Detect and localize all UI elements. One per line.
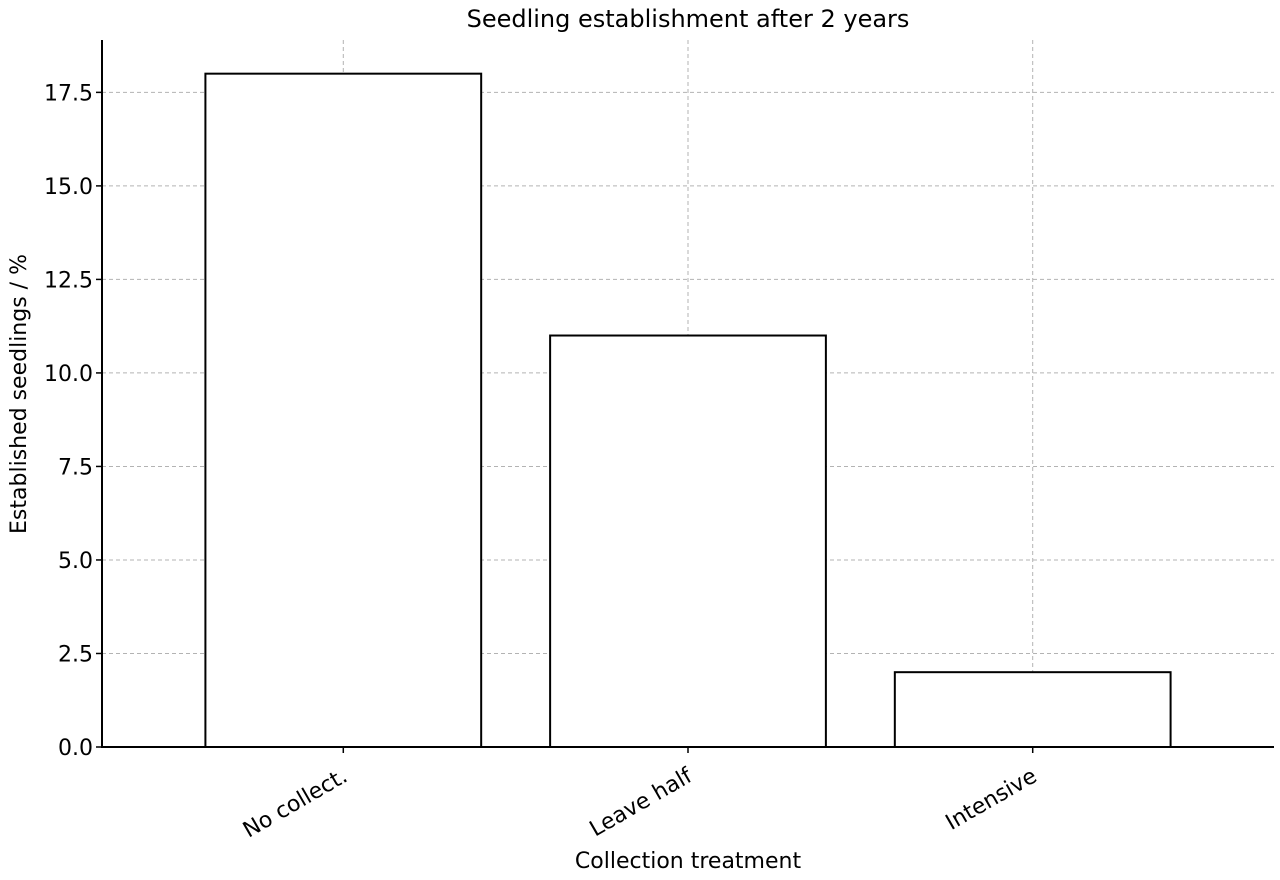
x-tick-label: Leave half [586,763,698,842]
y-tick-label: 17.5 [44,81,93,106]
y-tick-label: 2.5 [58,642,93,667]
bar-intensive [893,671,1172,748]
y-tick-label: 7.5 [58,455,93,480]
y-axis-label: Established seedlings / % [7,254,32,534]
x-ticks: No collect. Leave half Intensive [239,747,1041,843]
y-tick-label: 10.0 [44,362,93,387]
y-tick-label: 12.5 [44,268,93,293]
x-tick-label: Intensive [942,764,1042,836]
y-ticks: 0.0 2.5 5.0 7.5 10.0 12.5 15.0 17.5 [44,81,102,761]
y-tick-label: 5.0 [58,549,93,574]
chart-title: Seedling establishment after 2 years [467,5,910,33]
y-tick-label: 15.0 [44,175,93,200]
y-tick-label: 0.0 [58,736,93,761]
bar-leave-half [549,334,827,748]
x-tick-label: No collect. [239,764,352,844]
bars [204,72,1172,748]
bar-no-collect [204,72,483,748]
x-axis-label: Collection treatment [575,849,802,874]
